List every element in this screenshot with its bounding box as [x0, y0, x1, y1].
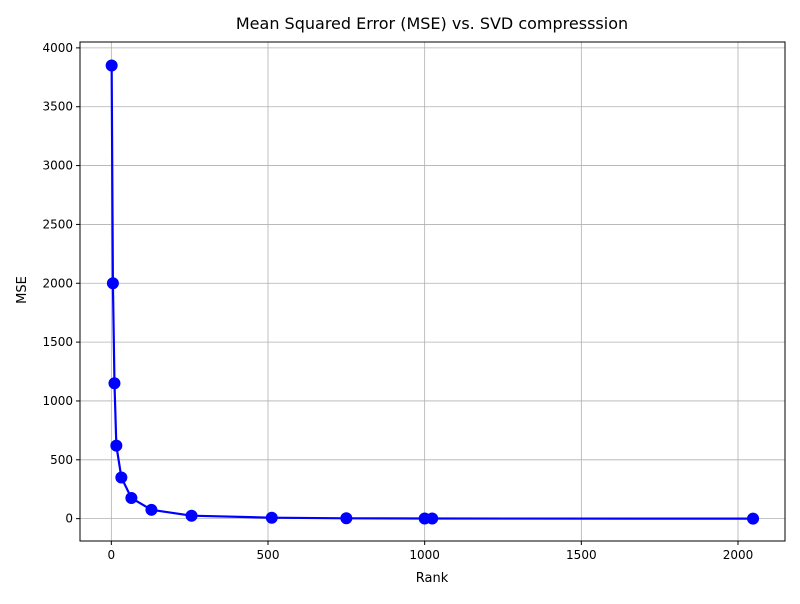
x-tick-label: 1500 [566, 548, 597, 562]
chart-title: Mean Squared Error (MSE) vs. SVD compres… [236, 14, 628, 33]
x-tick-label: 2000 [723, 548, 754, 562]
y-tick-label: 2000 [42, 276, 73, 290]
data-point [125, 492, 138, 505]
data-point [106, 277, 119, 290]
data-point [426, 512, 439, 525]
data-point [747, 512, 760, 525]
data-point [265, 511, 278, 524]
plot-frame [79, 41, 786, 542]
y-tick-label: 3000 [42, 159, 73, 173]
x-tick-label: 1000 [409, 548, 440, 562]
data-point [340, 512, 353, 525]
data-point [145, 503, 158, 516]
y-tick-label: 2500 [42, 217, 73, 231]
y-tick-label: 0 [65, 512, 73, 526]
y-tick-label: 3500 [42, 100, 73, 114]
data-point [185, 509, 198, 522]
x-tick-label: 500 [257, 548, 280, 562]
y-axis-label: MSE [15, 276, 30, 304]
y-tick-label: 500 [50, 453, 73, 467]
data-point [108, 377, 121, 390]
x-tick-label: 0 [108, 548, 116, 562]
data-point [115, 471, 128, 484]
series-layer [105, 59, 760, 525]
x-axis-label: Rank [416, 571, 449, 586]
y-tick-label: 1500 [42, 335, 73, 349]
y-tick-label: 1000 [42, 394, 73, 408]
data-point [105, 59, 118, 72]
y-tick-label: 4000 [42, 41, 73, 55]
data-point [110, 439, 123, 452]
ticks: 0 500 1000 1500 2000 0 500 1000 1500 2000 2500 3000… [42, 41, 753, 562]
